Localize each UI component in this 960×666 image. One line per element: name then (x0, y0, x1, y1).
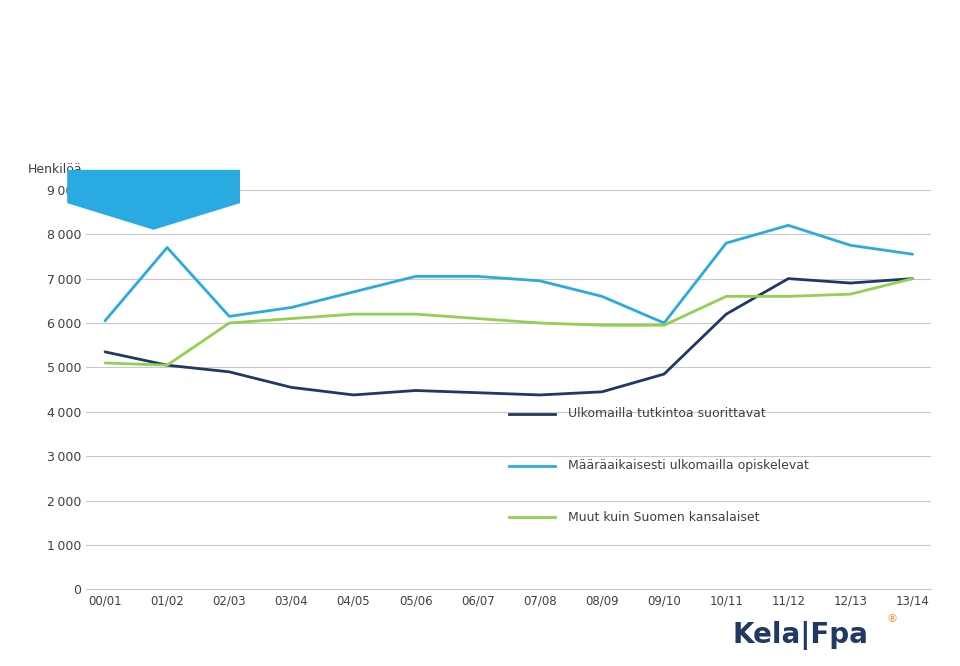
Text: Kela|Fpa: Kela|Fpa (732, 621, 868, 650)
Text: ®: ® (887, 615, 898, 625)
Text: opintotuen saajat 2000/2001–2013/2014: opintotuen saajat 2000/2001–2013/2014 (43, 109, 704, 137)
Text: Ulkomailla tutkintoa suorittavat: Ulkomailla tutkintoa suorittavat (568, 407, 766, 420)
Text: Ulkomailla opiskelevat ja ulkomaalaiset: Ulkomailla opiskelevat ja ulkomaalaiset (43, 41, 695, 69)
Text: Henkilöä: Henkilöä (27, 163, 82, 176)
Text: Määräaikaisesti ulkomailla opiskelevat: Määräaikaisesti ulkomailla opiskelevat (568, 459, 809, 472)
Text: Muut kuin Suomen kansalaiset: Muut kuin Suomen kansalaiset (568, 511, 759, 524)
